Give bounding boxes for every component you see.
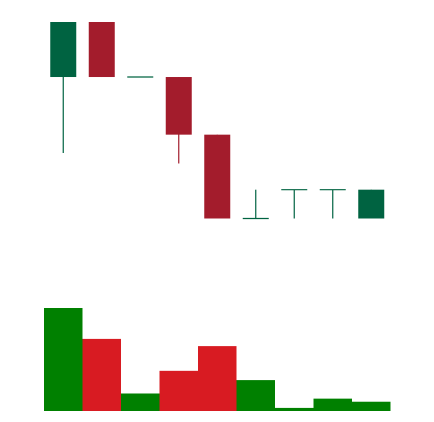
candle [281,189,308,219]
volume-bar [313,398,352,411]
candle-body [358,189,385,219]
candle-body [204,134,231,219]
volume-bar [198,346,237,411]
candle [50,22,77,153]
volume-bar [236,380,275,411]
candle [88,22,115,78]
candle-body [50,22,77,78]
candle [165,77,192,164]
volume-bar [159,370,198,411]
candle-body [165,77,192,135]
volume-bar [44,308,83,411]
price-panel [50,22,385,220]
candle [358,189,385,219]
volume-bar [352,401,391,411]
candle [204,134,231,219]
volume-bar [82,338,121,411]
candle [319,189,346,219]
candle-body [88,22,115,78]
candle [242,189,269,220]
volume-panel [44,308,391,411]
volume-bar [275,407,314,411]
volume-bar [121,393,160,411]
